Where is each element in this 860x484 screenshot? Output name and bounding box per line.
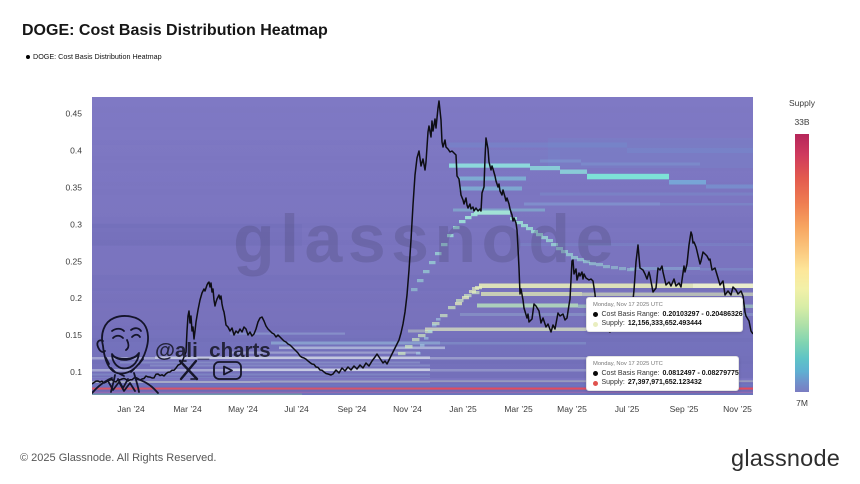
svg-text:Jul ’24: Jul ’24 xyxy=(284,404,309,414)
svg-text:0.35: 0.35 xyxy=(65,183,82,193)
svg-text:7M: 7M xyxy=(796,398,808,408)
svg-text:Nov ’25: Nov ’25 xyxy=(723,404,752,414)
svg-text:glassnode: glassnode xyxy=(233,201,619,277)
svg-text:0.4: 0.4 xyxy=(70,146,82,156)
svg-text:Jul ’25: Jul ’25 xyxy=(615,404,640,414)
svg-text:0.25: 0.25 xyxy=(65,256,82,266)
svg-text:@ali_charts: @ali_charts xyxy=(155,339,271,362)
svg-text:0.2: 0.2 xyxy=(70,293,82,303)
svg-text:Sep ’25: Sep ’25 xyxy=(670,404,699,414)
svg-text:0.15: 0.15 xyxy=(65,330,82,340)
svg-text:May ’25: May ’25 xyxy=(557,404,587,414)
svg-text:Jan ’25: Jan ’25 xyxy=(449,404,477,414)
svg-text:0.45: 0.45 xyxy=(65,109,82,119)
svg-text:May ’24: May ’24 xyxy=(228,404,258,414)
svg-text:Jan ’24: Jan ’24 xyxy=(117,404,145,414)
svg-text:33B: 33B xyxy=(794,117,809,127)
svg-text:Mar ’25: Mar ’25 xyxy=(504,404,533,414)
svg-text:Supply: Supply xyxy=(789,98,816,108)
svg-text:Sep ’24: Sep ’24 xyxy=(338,404,367,414)
svg-text:Nov ’24: Nov ’24 xyxy=(393,404,422,414)
svg-text:Mar ’24: Mar ’24 xyxy=(173,404,202,414)
svg-text:0.3: 0.3 xyxy=(70,219,82,229)
svg-text:0.1: 0.1 xyxy=(70,367,82,377)
